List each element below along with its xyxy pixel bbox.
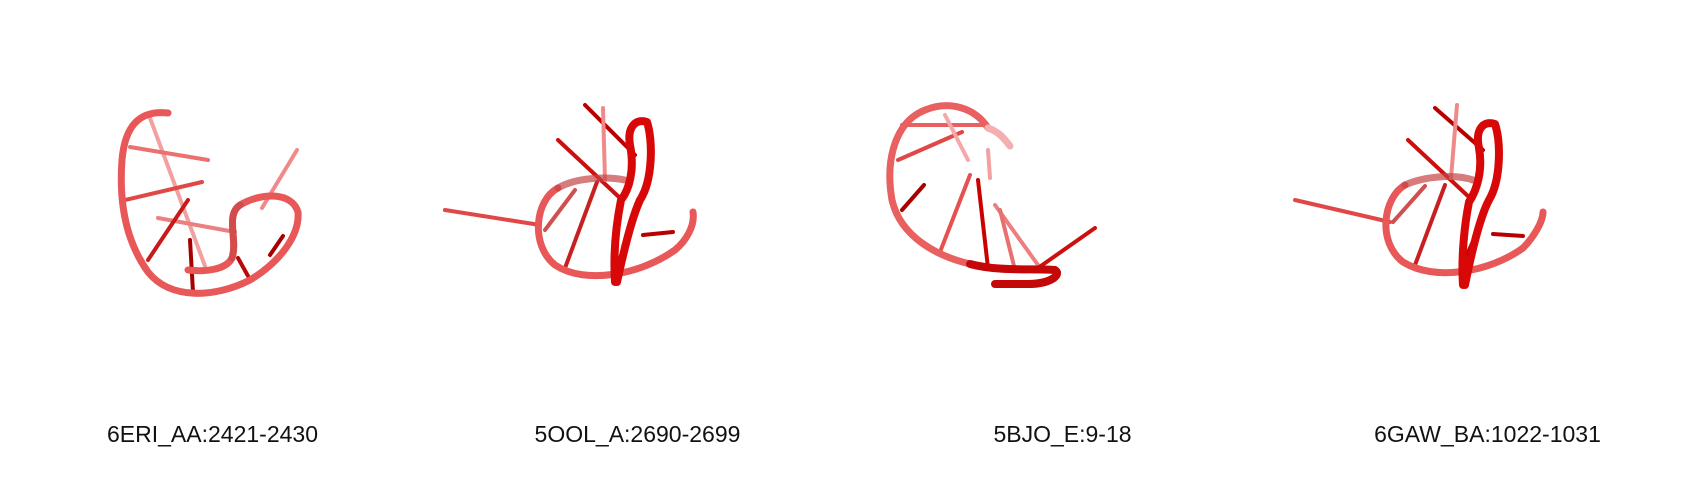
structure-label: 6ERI_AA:2421-2430 — [107, 421, 318, 447]
structure-label: 6GAW_BA:1022-1031 — [1374, 421, 1601, 447]
structure-label: 5BJO_E:9-18 — [993, 421, 1132, 447]
rna-backbone-cartoon-icon — [886, 102, 1097, 288]
structure-panel[interactable]: 6ERI_AA:2421-2430 — [0, 0, 425, 480]
rna-structure-image — [1293, 103, 1547, 289]
rna-structure-image — [886, 102, 1097, 288]
structure-panel[interactable]: 6GAW_BA:1022-1031 — [1275, 0, 1700, 480]
rna-structure-image — [443, 103, 697, 286]
structure-panel[interactable]: 5OOL_A:2690-2699 — [425, 0, 850, 480]
rna-backbone-cartoon-icon — [1293, 103, 1547, 289]
rna-backbone-cartoon-icon — [443, 103, 697, 286]
structure-panel[interactable]: 5BJO_E:9-18 — [850, 0, 1275, 480]
rna-structure-image — [117, 109, 302, 297]
structure-label: 5OOL_A:2690-2699 — [534, 421, 741, 447]
rna-backbone-cartoon-icon — [117, 109, 302, 297]
